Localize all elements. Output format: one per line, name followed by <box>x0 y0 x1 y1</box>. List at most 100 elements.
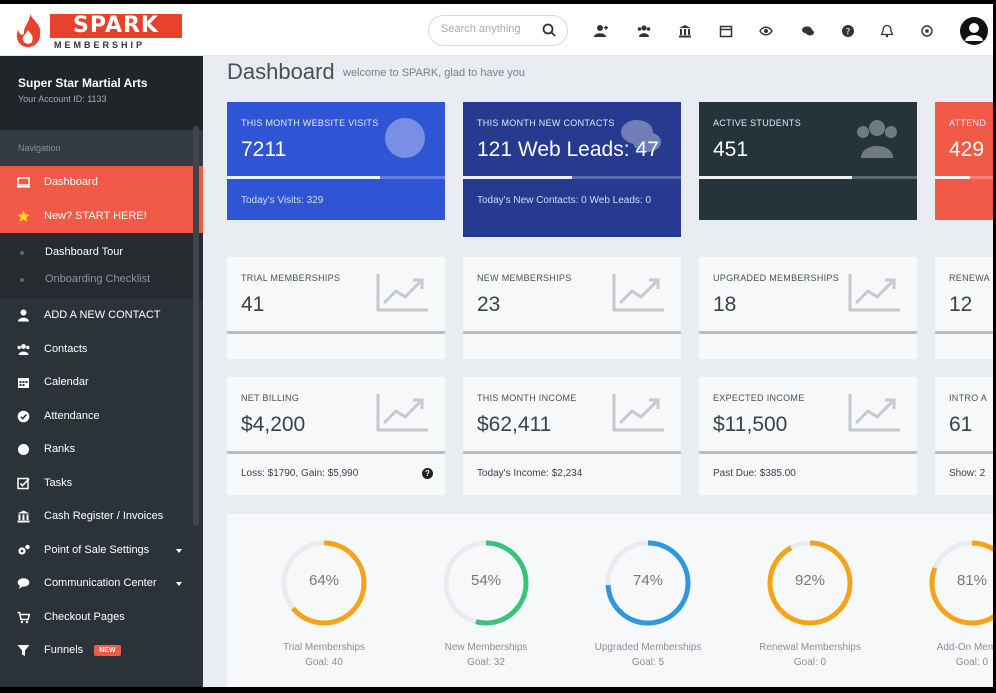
stat-label: THIS MONTH NEW CONTACTS <box>477 118 615 128</box>
goal-percent: 81% <box>956 572 988 589</box>
card-value: 61 <box>949 413 973 436</box>
sidebar-item-checkout-pages[interactable]: Checkout Pages <box>0 601 203 635</box>
sidebar-item-label: Point of Sale Settings <box>44 543 150 556</box>
brand-sub: MEMBERSHIP <box>54 40 146 50</box>
trend-chart-icon <box>848 274 900 312</box>
goal-target: Goal: 5 <box>631 657 665 668</box>
goal-name: Trial Memberships <box>283 642 365 653</box>
chat-icon <box>621 120 661 152</box>
sidebar-item-label: Checkout Pages <box>44 610 125 623</box>
sidebar-item-label: Funnels <box>44 644 84 656</box>
settings-icon[interactable] <box>920 24 934 38</box>
stat-label: THIS MONTH WEBSITE VISITS <box>241 118 379 128</box>
goal-ring <box>443 540 529 626</box>
account-id: Your Account ID: 1133 <box>18 94 107 104</box>
search-box[interactable] <box>428 15 568 46</box>
sidebar-item-label: Ranks <box>44 443 76 455</box>
goal-target: Goal: 40 <box>305 657 343 668</box>
card-footer: Past Due: $385.00 <box>713 468 796 479</box>
stat-value: 121 Web Leads: 47 <box>477 138 659 161</box>
sidebar-item-label: New? START HERE! <box>44 209 147 222</box>
card-label: TRIAL MEMBERSHIPS <box>241 273 341 283</box>
stat-card-website-visits[interactable]: THIS MONTH WEBSITE VISITS 7211 Today's V… <box>227 102 445 220</box>
account-panel[interactable]: Super Star Martial Arts Your Account ID:… <box>0 56 203 130</box>
sidebar-subitem-onboarding-checklist[interactable]: Onboarding Checklist <box>0 266 203 293</box>
card-label: RENEWA <box>949 273 990 283</box>
sidebar-subitem-dashboard-tour[interactable]: Dashboard Tour <box>0 239 203 266</box>
goal-ring <box>281 540 367 626</box>
main-content: Dashboard welcome to SPARK, glad to have… <box>203 56 993 687</box>
sidebar-item-label: Communication Center <box>44 577 157 589</box>
page-subtitle: welcome to SPARK, glad to have you <box>343 67 526 79</box>
sidebar: Super Star Martial Arts Your Account ID:… <box>0 56 203 687</box>
sidebar-item-ranks[interactable]: Ranks <box>0 433 203 467</box>
sidebar-item-add-contact[interactable]: ADD A NEW CONTACT <box>0 299 203 333</box>
finance-card-month-income[interactable]: THIS MONTH INCOME $62,411 Today's Income… <box>463 377 681 495</box>
membership-card-renewal[interactable]: RENEWA 12 <box>935 257 993 359</box>
stat-card-new-contacts[interactable]: THIS MONTH NEW CONTACTS 121 Web Leads: 4… <box>463 102 681 237</box>
card-footer: Show: 2 <box>949 468 986 479</box>
sidebar-item-label: Contacts <box>44 342 88 355</box>
spark-logo[interactable]: SPARK MEMBERSHIP <box>12 10 182 52</box>
card-value: $62,411 <box>477 413 552 436</box>
card-value: 23 <box>477 293 501 316</box>
contacts-icon[interactable] <box>637 24 651 38</box>
card-value: $11,500 <box>713 413 788 436</box>
membership-card-new[interactable]: NEW MEMBERSHIPS 23 <box>463 257 681 359</box>
user-avatar[interactable] <box>960 17 988 45</box>
help-icon[interactable]: ? <box>841 24 855 38</box>
sidebar-item-dashboard[interactable]: Dashboard <box>0 166 203 200</box>
stat-card-attendance[interactable]: ATTEND 429 <box>935 102 993 220</box>
card-divider <box>935 451 993 454</box>
badge-icon <box>18 444 29 455</box>
stat-label: ACTIVE STUDENTS <box>713 118 802 128</box>
goal-name: New Memberships <box>444 642 528 653</box>
sidebar-item-cash-register[interactable]: Cash Register / Invoices <box>0 500 203 534</box>
card-value: 12 <box>949 293 973 316</box>
account-name: Super Star Martial Arts <box>18 76 148 90</box>
bell-icon[interactable] <box>880 24 894 38</box>
new-badge: NEW <box>94 644 121 656</box>
help-icon[interactable]: ? <box>422 468 433 479</box>
chevron-down-icon <box>176 582 182 586</box>
sidebar-item-calendar[interactable]: Calendar <box>0 366 203 400</box>
stat-value: 451 <box>713 138 749 161</box>
sidebar-scrollbar[interactable] <box>193 126 199 526</box>
card-value: 41 <box>241 293 265 316</box>
card-footer: Loss: $1790, Gain: $5,990 <box>241 468 359 479</box>
trend-chart-icon <box>376 274 428 312</box>
finance-card-net-billing[interactable]: NET BILLING $4,200 Loss: $1790, Gain: $5… <box>227 377 445 495</box>
sidebar-item-start-here[interactable]: New? START HERE! <box>0 199 203 233</box>
stat-card-active-students[interactable]: ACTIVE STUDENTS 451 <box>699 102 917 220</box>
eye-icon[interactable] <box>759 24 773 38</box>
sidebar-item-label: Tasks <box>44 476 73 489</box>
bank-icon <box>17 510 30 523</box>
sidebar-item-contacts[interactable]: Contacts <box>0 333 203 367</box>
card-divider <box>463 331 681 334</box>
nav-heading: Navigation <box>0 130 203 166</box>
finance-card-expected-income[interactable]: EXPECTED INCOME $11,500 Past Due: $385.0… <box>699 377 917 495</box>
sidebar-subitem-label: Dashboard Tour <box>45 246 124 258</box>
goal-target: Goal: 32 <box>467 657 505 668</box>
sidebar-submenu: Dashboard Tour Onboarding Checklist <box>0 233 203 299</box>
trend-chart-icon <box>612 274 664 312</box>
card-label: INTRO A <box>949 393 988 403</box>
stat-value: 7211 <box>241 138 287 161</box>
top-bar: SPARK MEMBERSHIP ? <box>0 4 993 56</box>
chat-icon[interactable] <box>801 24 815 38</box>
add-contact-icon[interactable] <box>594 24 608 38</box>
sidebar-item-funnels[interactable]: Funnels NEW <box>0 634 203 668</box>
sidebar-item-tasks[interactable]: Tasks <box>0 467 203 501</box>
search-icon[interactable] <box>541 22 557 38</box>
calendar-icon[interactable] <box>719 24 733 38</box>
finance-card-intro[interactable]: INTRO A 61 Show: 2 <box>935 377 993 495</box>
search-input[interactable] <box>441 23 541 35</box>
progress-fill <box>227 176 380 179</box>
sidebar-item-pos-settings[interactable]: Point of Sale Settings <box>0 534 203 568</box>
bank-icon[interactable] <box>678 24 692 38</box>
sidebar-item-attendance[interactable]: Attendance <box>0 400 203 434</box>
membership-card-trial[interactable]: TRIAL MEMBERSHIPS 41 <box>227 257 445 359</box>
membership-card-upgraded[interactable]: UPGRADED MEMBERSHIPS 18 <box>699 257 917 359</box>
progress-fill <box>935 176 970 179</box>
sidebar-item-communication-center[interactable]: Communication Center <box>0 567 203 601</box>
